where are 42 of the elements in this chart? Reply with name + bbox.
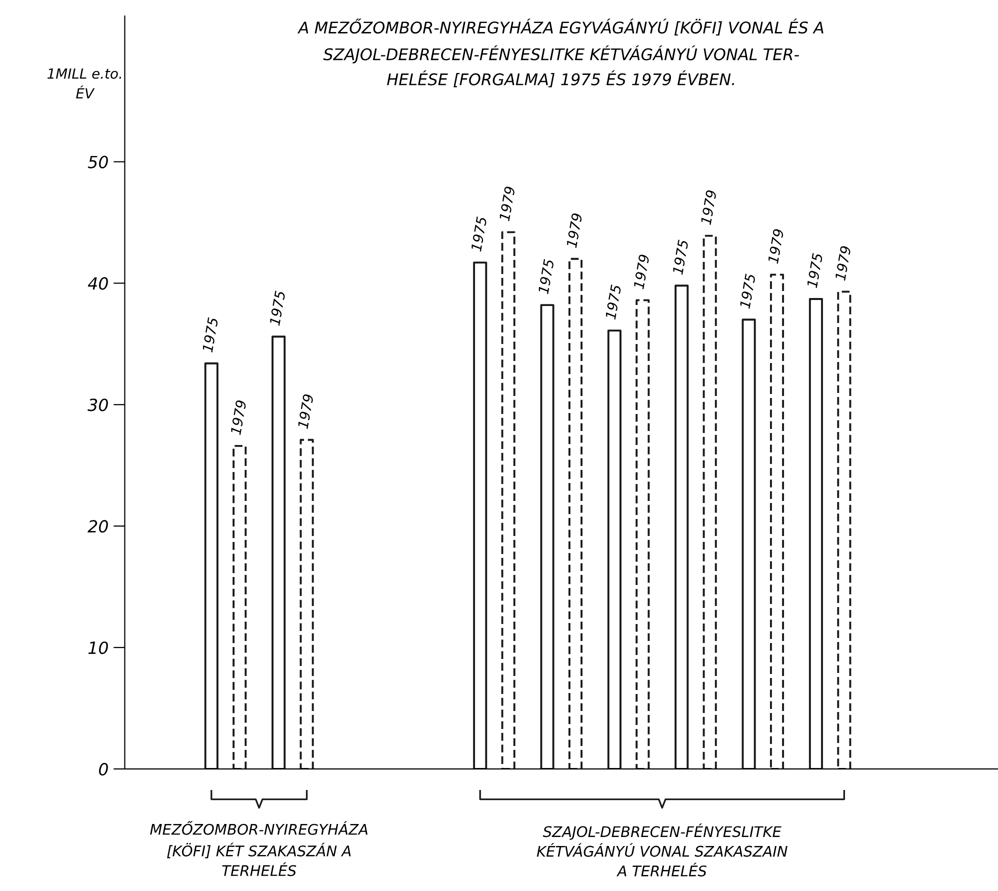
y-tick-label: 0 xyxy=(99,762,108,776)
bar xyxy=(770,274,784,769)
bar xyxy=(204,362,218,769)
y-tick-label: 10 xyxy=(88,641,108,654)
bar xyxy=(272,336,286,769)
text: A MEZŐZOMBOR-NYIREGYHÁZA EGYVÁGÁNYÚ [KÖFI] VONAL ÉS A SZAJOL-DEBRECEN-FÉNYESLITKE KÉTVÁGÁNYÚ VONAL TER- HELÉSE [FORGALMA] 1975 ÉS 1979 ÉVBEN. xyxy=(297,18,824,88)
bar xyxy=(742,318,756,769)
text: 1975 xyxy=(470,216,487,252)
text: 1979 xyxy=(298,394,314,429)
text: 1979 xyxy=(633,254,650,290)
text: 1975 xyxy=(739,274,756,309)
bar xyxy=(702,234,717,769)
bar xyxy=(473,262,488,769)
text: 1975 xyxy=(269,290,286,326)
text: 1979 xyxy=(768,228,784,264)
bar xyxy=(607,330,622,769)
bar xyxy=(540,304,554,769)
bar xyxy=(501,231,516,769)
text: 1975 xyxy=(202,317,218,352)
bar xyxy=(300,438,314,769)
bar xyxy=(837,290,852,769)
text: 1979 xyxy=(566,212,582,248)
bar xyxy=(568,258,582,769)
y-axis-title: 1MILL e.to. ÉV xyxy=(47,68,122,98)
text: 1979 xyxy=(230,400,247,436)
text: 1975 xyxy=(538,259,554,294)
text: 1975 xyxy=(605,284,622,320)
text: 1975 xyxy=(806,252,823,288)
text: SZAJOL-DEBRECEN-FÉNYESLITKE KÉTVÁGÁNYÚ VONAL SZAKASZAIN A TERHELÉS xyxy=(536,823,788,876)
y-tick-label: 30 xyxy=(88,398,108,412)
y-tick-label: 20 xyxy=(88,520,108,533)
text: 1979 xyxy=(835,246,852,281)
bar xyxy=(674,284,689,769)
y-tick-label: 40 xyxy=(88,277,108,290)
bar xyxy=(232,444,247,769)
text: 1975 xyxy=(672,240,689,275)
bar xyxy=(808,298,823,769)
text: 1979 xyxy=(499,186,516,222)
text: MEZŐZOMBOR-NYIREGYHÁZA [KÖFI] KÉT SZAKASZÁN A TERHELÉS xyxy=(150,821,368,876)
bar xyxy=(636,299,650,769)
y-tick-label: 50 xyxy=(88,156,108,168)
text: 1979 xyxy=(700,190,717,225)
